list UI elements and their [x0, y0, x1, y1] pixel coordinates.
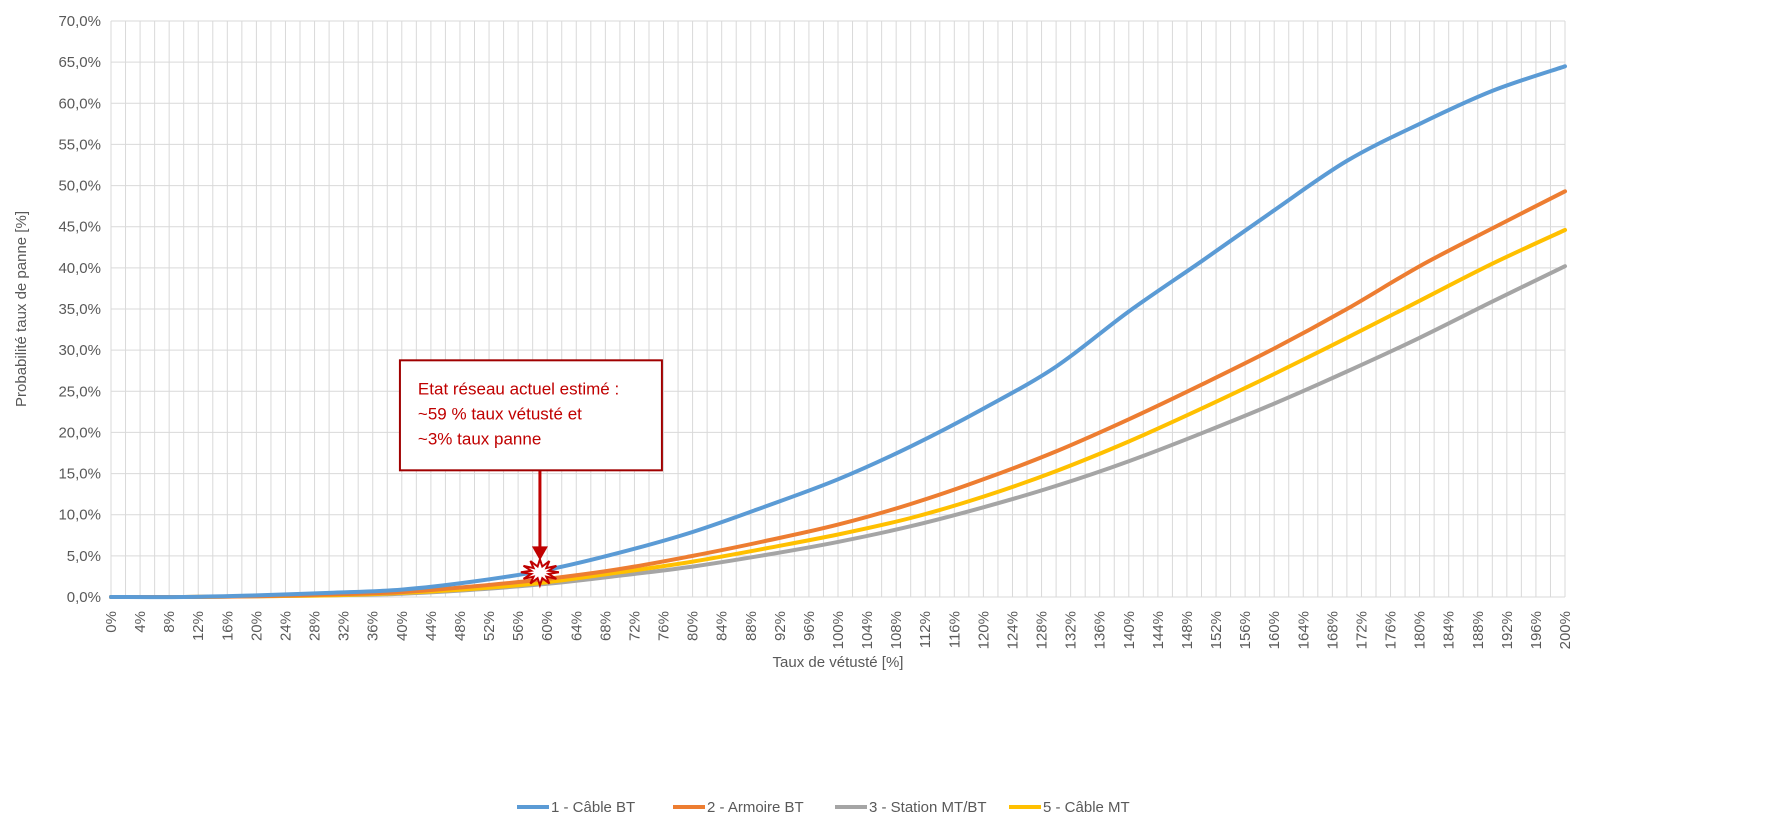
x-tick-label: 116%: [946, 611, 963, 648]
y-tick-label: 60,0%: [58, 95, 101, 112]
y-tick-label: 25,0%: [58, 383, 101, 400]
y-axis-title: Probabilité taux de panne [%]: [13, 211, 30, 407]
x-axis-title: Taux de vétusté [%]: [773, 654, 904, 671]
x-tick-label: 120%: [975, 611, 992, 649]
y-tick-label: 10,0%: [58, 507, 101, 524]
legend: 1 - Câble BT 2 - Armoire BT 3 - Station MT…: [517, 799, 1130, 816]
x-tick-label: 200%: [1557, 611, 1574, 649]
x-tick-label: 88%: [743, 611, 760, 641]
x-tick-label: 108%: [888, 611, 905, 649]
x-tick-label: 64%: [568, 611, 585, 641]
x-tick-label: 0%: [103, 611, 120, 633]
x-tick-label: 56%: [510, 611, 527, 641]
x-tick-label: 24%: [277, 611, 294, 641]
x-tick-label: 16%: [219, 611, 236, 641]
x-tick-label: 80%: [685, 611, 702, 641]
x-tick-label: 68%: [597, 611, 614, 641]
annotation-text-line-2: ~59 % taux vétusté et: [418, 404, 582, 423]
legend-label: 2 - Armoire BT: [707, 799, 804, 816]
x-tick-label: 100%: [830, 611, 847, 649]
x-tick-label: 128%: [1034, 611, 1051, 649]
x-tick-label: 20%: [248, 611, 265, 641]
y-tick-label: 55,0%: [58, 136, 101, 153]
x-axis-ticks: 0% 4% 8% 12% 16% 20% 24% 28% 32% 36% 40% 44% 48% 52% 5…: [103, 611, 1574, 649]
x-tick-label: 52%: [481, 611, 498, 641]
annotation-burst-marker: [520, 556, 560, 589]
x-tick-label: 136%: [1092, 611, 1109, 649]
annotation-box: [398, 359, 663, 472]
x-tick-label: 92%: [772, 611, 789, 641]
x-tick-label: 60%: [539, 611, 556, 641]
x-tick-label: 160%: [1266, 611, 1283, 649]
x-tick-label: 104%: [859, 611, 876, 649]
series-line-1: [109, 64, 1567, 600]
x-tick-label: 112%: [917, 611, 934, 648]
x-tick-label: 48%: [452, 611, 469, 641]
x-tick-label: 140%: [1121, 611, 1138, 649]
x-tick-label: 172%: [1353, 611, 1370, 649]
annotation-text-line-3: ~3% taux panne: [418, 429, 541, 448]
x-tick-label: 84%: [714, 611, 731, 641]
x-tick-label: 132%: [1063, 611, 1080, 649]
x-tick-label: 12%: [190, 611, 207, 641]
x-tick-label: 72%: [626, 611, 643, 641]
x-tick-label: 156%: [1237, 611, 1254, 649]
y-tick-label: 15,0%: [58, 466, 101, 483]
annotation-text-line-1: Etat réseau actuel estimé :: [418, 379, 619, 398]
x-tick-label: 168%: [1324, 611, 1341, 649]
x-tick-label: 184%: [1441, 611, 1458, 649]
y-tick-label: 5,0%: [67, 548, 101, 565]
x-tick-label: 176%: [1383, 611, 1400, 649]
x-tick-label: 164%: [1295, 611, 1312, 649]
annotation-callout: Etat réseau actuel estimé : ~59 % taux v…: [398, 359, 663, 589]
y-tick-label: 50,0%: [58, 178, 101, 195]
x-tick-label: 124%: [1004, 611, 1021, 649]
grid: [110, 20, 1566, 598]
x-tick-label: 188%: [1470, 611, 1487, 649]
annotation-arrow-head: [531, 546, 548, 561]
x-tick-label: 196%: [1528, 611, 1545, 649]
x-tick-label: 8%: [161, 611, 178, 633]
x-tick-label: 4%: [132, 611, 149, 633]
y-tick-label: 45,0%: [58, 219, 101, 236]
x-tick-label: 76%: [656, 611, 673, 641]
y-tick-label: 65,0%: [58, 54, 101, 71]
x-tick-label: 148%: [1179, 611, 1196, 649]
legend-label: 1 - Câble BT: [551, 799, 635, 816]
y-axis-ticks: 0,0% 5,0% 10,0% 15,0% 20,0% 25,0% 30,0% 35,0% 40…: [58, 13, 101, 606]
y-tick-label: 0,0%: [67, 589, 101, 606]
series-lines: [109, 64, 1567, 600]
legend-label: 3 - Station MT/BT: [869, 799, 987, 816]
y-tick-label: 40,0%: [58, 260, 101, 277]
x-tick-label: 44%: [423, 611, 440, 641]
x-tick-label: 152%: [1208, 611, 1225, 649]
legend-label: 5 - Câble MT: [1043, 799, 1130, 816]
x-tick-label: 40%: [394, 611, 411, 641]
y-tick-label: 20,0%: [58, 424, 101, 441]
y-tick-label: 70,0%: [58, 13, 101, 30]
x-tick-label: 32%: [336, 611, 353, 641]
x-tick-label: 192%: [1499, 611, 1516, 649]
x-tick-label: 144%: [1150, 611, 1167, 649]
x-tick-label: 28%: [307, 611, 324, 641]
x-tick-label: 96%: [801, 611, 818, 641]
x-tick-label: 36%: [365, 611, 382, 641]
y-tick-label: 35,0%: [58, 301, 101, 318]
x-tick-label: 180%: [1412, 611, 1429, 649]
y-tick-label: 30,0%: [58, 342, 101, 359]
